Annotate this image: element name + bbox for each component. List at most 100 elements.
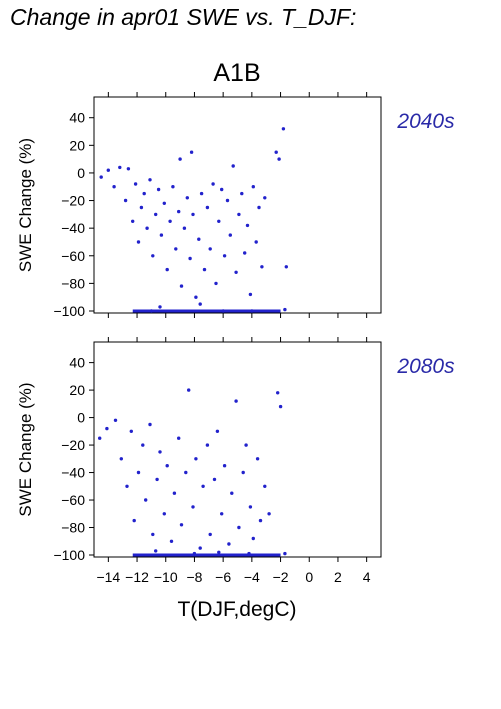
data-point bbox=[118, 165, 122, 170]
y-axis-label: SWE Change (%) bbox=[16, 382, 35, 516]
data-point bbox=[168, 219, 172, 223]
data-point bbox=[154, 549, 158, 553]
data-point bbox=[177, 209, 181, 214]
data-point bbox=[227, 542, 231, 546]
y-tick-label: −100 bbox=[53, 547, 85, 563]
x-axis-label: T(DJF,degC) bbox=[177, 598, 296, 621]
data-point bbox=[208, 532, 212, 537]
data-point bbox=[245, 223, 250, 228]
data-point bbox=[222, 464, 227, 468]
data-point bbox=[263, 484, 267, 488]
data-point bbox=[267, 512, 271, 516]
x-tick-label: 2 bbox=[334, 569, 342, 585]
data-point bbox=[201, 484, 205, 488]
data-point bbox=[230, 491, 234, 495]
data-point bbox=[240, 191, 244, 196]
data-point bbox=[133, 182, 138, 186]
data-point bbox=[106, 168, 111, 172]
data-point bbox=[283, 551, 287, 556]
data-point bbox=[258, 518, 263, 523]
data-point bbox=[165, 464, 169, 468]
data-point bbox=[244, 443, 248, 447]
y-tick-label: 20 bbox=[69, 382, 85, 398]
data-point bbox=[177, 436, 181, 440]
data-point bbox=[228, 233, 232, 237]
data-point bbox=[112, 185, 116, 189]
data-point bbox=[182, 226, 187, 230]
data-point bbox=[142, 191, 146, 196]
data-point bbox=[198, 546, 202, 550]
data-point bbox=[198, 302, 202, 306]
x-tick-label: −2 bbox=[273, 569, 289, 585]
data-point bbox=[248, 292, 253, 297]
data-point bbox=[274, 150, 278, 154]
x-tick-label: −8 bbox=[186, 569, 202, 585]
y-tick-label: −60 bbox=[61, 248, 85, 264]
data-point bbox=[179, 523, 184, 527]
y-tick-label: 0 bbox=[77, 410, 85, 426]
data-point bbox=[148, 422, 152, 427]
data-point bbox=[139, 205, 144, 210]
data-point bbox=[205, 443, 210, 447]
data-point bbox=[257, 205, 261, 210]
data-point bbox=[211, 182, 215, 186]
data-point bbox=[123, 198, 128, 203]
data-point bbox=[119, 457, 124, 461]
data-point bbox=[284, 265, 288, 269]
data-point bbox=[194, 295, 198, 299]
data-point bbox=[234, 399, 238, 403]
x-tick-label: −6 bbox=[215, 569, 231, 585]
data-point bbox=[202, 267, 207, 272]
data-point bbox=[248, 505, 253, 509]
panel-2040s: −100 −80 −60 −40 −20 0 20 40 SWE Change (%) 2040s bbox=[16, 92, 455, 319]
data-point bbox=[151, 532, 155, 537]
page-title: Change in apr01 SWE vs. T_DJF: bbox=[10, 4, 357, 30]
data-point bbox=[214, 281, 218, 286]
data-point bbox=[189, 150, 194, 154]
data-point bbox=[165, 267, 169, 272]
panel-2080s: −100 −80 −60 −40 −20 0 20 40 SWE Change (%) 2080s bbox=[16, 337, 455, 563]
y-tick-label: −20 bbox=[61, 193, 85, 209]
data-point bbox=[159, 233, 164, 237]
data-point bbox=[169, 539, 174, 543]
data-point bbox=[255, 457, 260, 461]
data-point bbox=[154, 212, 158, 217]
data-point bbox=[158, 450, 162, 454]
x-tick-label: 0 bbox=[305, 569, 313, 585]
data-point bbox=[231, 164, 235, 168]
y-tick-label: −40 bbox=[61, 465, 85, 481]
data-point bbox=[212, 477, 217, 482]
data-point bbox=[98, 436, 102, 440]
data-point bbox=[197, 237, 201, 241]
data-point bbox=[174, 247, 178, 251]
data-point bbox=[105, 426, 109, 431]
data-point bbox=[141, 443, 145, 447]
data-point bbox=[126, 167, 131, 171]
data-point bbox=[208, 247, 212, 251]
data-point bbox=[222, 254, 227, 258]
data-point bbox=[217, 550, 221, 554]
y-tick-label: −80 bbox=[61, 520, 85, 536]
data-point bbox=[220, 187, 224, 192]
y-tick-label: −20 bbox=[61, 437, 85, 453]
data-point bbox=[136, 240, 141, 244]
x-tick-label: −12 bbox=[125, 569, 149, 585]
data-point bbox=[187, 388, 191, 392]
data-point bbox=[191, 212, 195, 217]
data-point bbox=[155, 477, 159, 482]
data-point bbox=[151, 254, 155, 258]
data-point bbox=[158, 305, 162, 309]
data-point bbox=[215, 429, 220, 433]
y-tick-label: −40 bbox=[61, 220, 85, 236]
data-point bbox=[251, 185, 255, 189]
data-point bbox=[185, 196, 189, 200]
period-label: 2040s bbox=[396, 110, 455, 133]
data-point bbox=[199, 191, 204, 196]
plot-frame bbox=[93, 341, 382, 558]
data-point bbox=[125, 484, 129, 488]
data-point bbox=[194, 457, 198, 461]
data-point bbox=[281, 127, 286, 131]
data-point bbox=[225, 198, 230, 203]
period-label: 2080s bbox=[396, 355, 455, 378]
